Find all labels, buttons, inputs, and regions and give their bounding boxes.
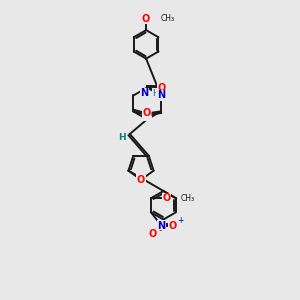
- Text: O: O: [162, 193, 170, 203]
- Text: N: N: [157, 91, 165, 100]
- Text: O: O: [142, 14, 150, 24]
- Text: O: O: [137, 175, 145, 185]
- Text: O: O: [148, 229, 157, 239]
- Text: -: -: [159, 225, 162, 235]
- Text: O: O: [157, 82, 166, 93]
- Text: O: O: [168, 220, 177, 231]
- Text: O: O: [143, 110, 152, 121]
- Text: N: N: [157, 220, 165, 231]
- Text: CH₃: CH₃: [160, 14, 175, 23]
- Text: H: H: [118, 133, 125, 142]
- Text: H: H: [152, 89, 159, 98]
- Text: N: N: [140, 88, 148, 98]
- Text: CH₃: CH₃: [181, 194, 195, 202]
- Text: +: +: [177, 216, 183, 225]
- Text: O: O: [142, 108, 151, 118]
